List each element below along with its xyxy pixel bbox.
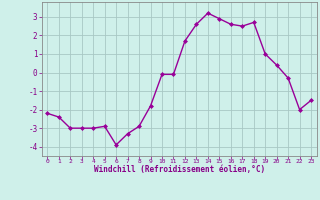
X-axis label: Windchill (Refroidissement éolien,°C): Windchill (Refroidissement éolien,°C)	[94, 165, 265, 174]
